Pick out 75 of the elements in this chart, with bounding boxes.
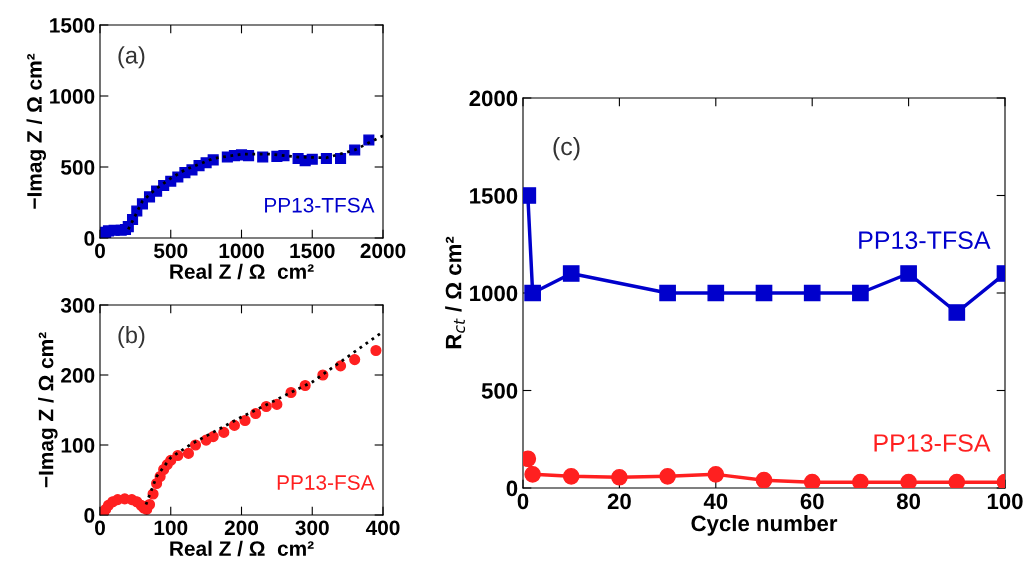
point: [182, 447, 194, 459]
point: [803, 473, 821, 488]
point: [370, 344, 382, 357]
y-axis-title: R$_{ct}$ / Ω cm²: [445, 236, 466, 349]
y-tick-label: 200: [61, 368, 95, 383]
point: [363, 134, 375, 146]
point: [659, 284, 676, 302]
point: [659, 467, 676, 485]
x-tick-label: 2000: [360, 243, 406, 259]
series-label: PP13-TFSA: [859, 231, 991, 250]
x-tick-label: 40: [703, 493, 728, 510]
x-tick-label: 1000: [219, 243, 264, 259]
x-tick-label: 100: [154, 520, 188, 536]
series-label: PP13-FSA: [874, 434, 991, 452]
point: [611, 468, 628, 486]
annotation: (b): [118, 326, 145, 348]
point: [562, 467, 580, 485]
point: [524, 284, 541, 302]
x-tick-label: 100: [987, 493, 1023, 510]
y-tick-label: 500: [481, 383, 518, 399]
x-tick-label: 0: [95, 243, 105, 259]
point: [271, 398, 283, 410]
x-tick-label: 400: [365, 520, 400, 536]
x-tick-label: 500: [154, 243, 188, 259]
point: [306, 153, 318, 165]
y-tick-label: 1000: [470, 285, 518, 302]
x-tick-label: 0: [517, 493, 529, 510]
y-tick-label: 300: [60, 298, 95, 313]
point: [524, 466, 541, 483]
y-tick-label: 1500: [470, 188, 518, 204]
x-tick-label: 200: [224, 520, 259, 536]
x-axis-title: Real Z / Ω cm²: [170, 540, 314, 557]
y-axis-title: −Imag Z / Ω cm²: [26, 53, 47, 209]
y-tick-label: 100: [61, 438, 95, 453]
x-tick-label: 20: [607, 493, 631, 510]
point: [948, 304, 966, 321]
point: [334, 152, 347, 165]
x-tick-label: 60: [800, 493, 824, 510]
point: [900, 265, 917, 282]
point: [349, 354, 361, 366]
point: [172, 449, 184, 462]
x-tick-label: 80: [896, 493, 921, 510]
point: [948, 473, 966, 488]
point: [803, 284, 821, 302]
y-tick-label: 1000: [50, 89, 95, 104]
y-tick-label: 1500: [50, 18, 95, 33]
y-tick-label: 500: [61, 160, 95, 175]
point: [278, 150, 290, 162]
point: [852, 473, 869, 488]
y-tick-label: 0: [84, 508, 95, 523]
x-axis-title: Real Z / Ω cm²: [170, 263, 314, 280]
point: [218, 426, 230, 438]
point: [562, 265, 580, 282]
point: [250, 407, 262, 420]
point: [707, 284, 725, 302]
annotation: (c): [553, 137, 580, 161]
point: [707, 466, 725, 483]
annotation: (a): [118, 46, 145, 69]
y-tick-label: 0: [84, 231, 95, 246]
point: [207, 431, 219, 443]
y-tick-label: 0: [506, 480, 518, 497]
point: [755, 284, 773, 302]
x-tick-label: 0: [95, 520, 105, 536]
y-axis-title: −Imag Z / Ω cm²: [38, 332, 58, 488]
point: [755, 471, 773, 488]
text: PP13-FSA: [277, 475, 375, 490]
point: [239, 414, 251, 427]
x-axis-title: Cycle number: [691, 514, 838, 536]
series-label: PP13-TFSA: [265, 197, 375, 213]
point: [349, 144, 361, 156]
point: [900, 473, 917, 488]
x-tick-label: 1500: [290, 243, 335, 259]
y-tick-label: 2000: [469, 90, 518, 107]
x-tick-label: 300: [295, 520, 329, 536]
point: [852, 284, 869, 302]
